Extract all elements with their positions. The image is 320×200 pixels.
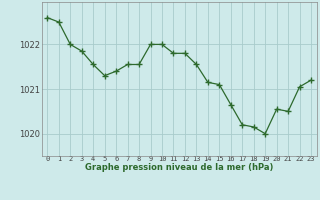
X-axis label: Graphe pression niveau de la mer (hPa): Graphe pression niveau de la mer (hPa) — [85, 163, 273, 172]
